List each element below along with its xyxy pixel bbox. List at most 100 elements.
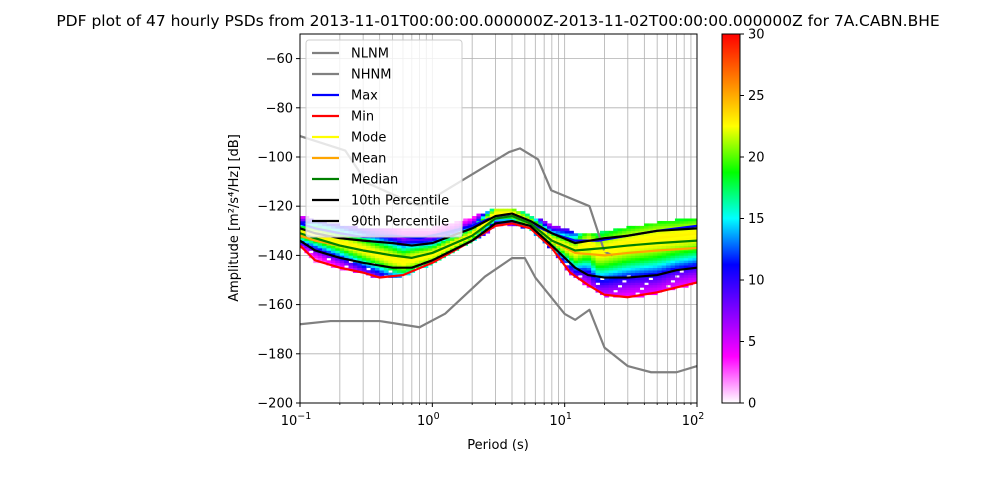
pdf-cell [595, 235, 601, 239]
pdf-cell [366, 245, 371, 249]
pdf-cell [330, 262, 336, 266]
pdf-cell [366, 257, 371, 261]
pdf-cell [423, 248, 429, 251]
pdf-cell [507, 208, 513, 212]
pdf-cell [661, 284, 667, 288]
pdf-cell [688, 243, 693, 246]
pdf-cell [573, 235, 579, 239]
pdf-cell [648, 287, 654, 291]
pdf-cell [547, 235, 552, 239]
pdf-cell [630, 248, 636, 251]
pdf-cell [688, 238, 693, 241]
pdf-cell [666, 225, 671, 229]
pdf-cell [569, 267, 574, 271]
pdf-cell [388, 243, 394, 246]
pdf-cell [388, 245, 394, 249]
pdf-cell [388, 260, 394, 264]
pdf-cell [383, 243, 389, 246]
pdf-cell [357, 240, 363, 244]
pdf-cell [599, 270, 605, 273]
pdf-cell [670, 220, 676, 224]
pdf-cell [569, 230, 574, 234]
pdf-cell [639, 262, 645, 266]
pdf-cell [361, 238, 367, 241]
pdf-cell [692, 248, 697, 251]
pdf-cell [604, 270, 610, 273]
pdf-cell [300, 216, 305, 219]
pdf-cell [613, 243, 618, 246]
pdf-cell [599, 289, 605, 293]
pdf-cell [648, 282, 654, 286]
pdf-cell [666, 243, 671, 246]
pdf-cell [591, 235, 596, 239]
series-line-median [300, 214, 697, 259]
pdf-cell [639, 272, 645, 276]
pdf-cell [547, 223, 552, 227]
pdf-cell [674, 277, 680, 281]
pdf-cell [410, 250, 416, 254]
pdf-cell [692, 270, 697, 273]
pdf-cell [657, 275, 663, 278]
pdf-cell [688, 277, 693, 281]
pdf-cell [348, 240, 354, 244]
pdf-cell [401, 240, 407, 244]
pdf-cell [542, 230, 548, 234]
pdf-cell [657, 255, 663, 259]
pdf-cell [555, 238, 561, 241]
pdf-cell [339, 248, 345, 251]
pdf-cell [370, 260, 376, 264]
pdf-cell [635, 282, 641, 286]
pdf-cell [472, 235, 477, 239]
pdf-cell [595, 240, 601, 244]
pdf-cell [661, 282, 667, 286]
pdf-cell [569, 245, 574, 249]
pdf-cell [520, 211, 526, 214]
pdf-cell [652, 223, 658, 227]
pdf-cell [560, 230, 566, 234]
pdf-cell [308, 243, 314, 246]
pdf-cell [383, 272, 389, 276]
pdf-cell [692, 272, 697, 276]
pdf-cell [529, 216, 535, 219]
pdf-cell [463, 220, 469, 224]
pdf-cell [361, 267, 367, 271]
pdf-cell [626, 292, 632, 296]
pdf-cell [639, 248, 645, 251]
pdf-cell [635, 257, 641, 261]
pdf-cell [617, 260, 623, 264]
pdf-cell [577, 267, 583, 271]
pdf-cell [591, 240, 596, 244]
pdf-cell [419, 260, 424, 264]
pdf-cell [635, 270, 641, 273]
pdf-cell [652, 262, 658, 266]
pdf-cell [595, 265, 601, 268]
pdf-cell [617, 272, 623, 276]
y-tick-label: −80 [266, 101, 293, 116]
pdf-cell [577, 235, 583, 239]
pdf-cell [604, 255, 610, 259]
pdf-cell [657, 260, 663, 264]
pdf-cell [688, 250, 693, 254]
pdf-cell [639, 225, 645, 229]
pdf-cell [683, 252, 689, 256]
pdf-cell [622, 272, 627, 276]
pdf-cell [652, 260, 658, 264]
pdf-cell [630, 277, 636, 281]
pdf-cell [300, 238, 305, 241]
pdf-cell [630, 284, 636, 288]
pdf-cell [383, 245, 389, 249]
pdf-cell [379, 250, 385, 254]
pdf-cell [661, 270, 667, 273]
pdf-cell [595, 257, 601, 261]
pdf-cell [595, 245, 601, 249]
pdf-cell [388, 262, 394, 266]
pdf-cell [652, 284, 658, 288]
pdf-cell [330, 250, 336, 254]
pdf-cell [604, 277, 610, 281]
pdf-cell [644, 257, 649, 261]
pdf-cell [644, 260, 649, 264]
pdf-cell [639, 233, 645, 237]
pdf-cell [582, 233, 588, 237]
pdf-cell [392, 252, 398, 256]
pdf-cell [383, 267, 389, 271]
